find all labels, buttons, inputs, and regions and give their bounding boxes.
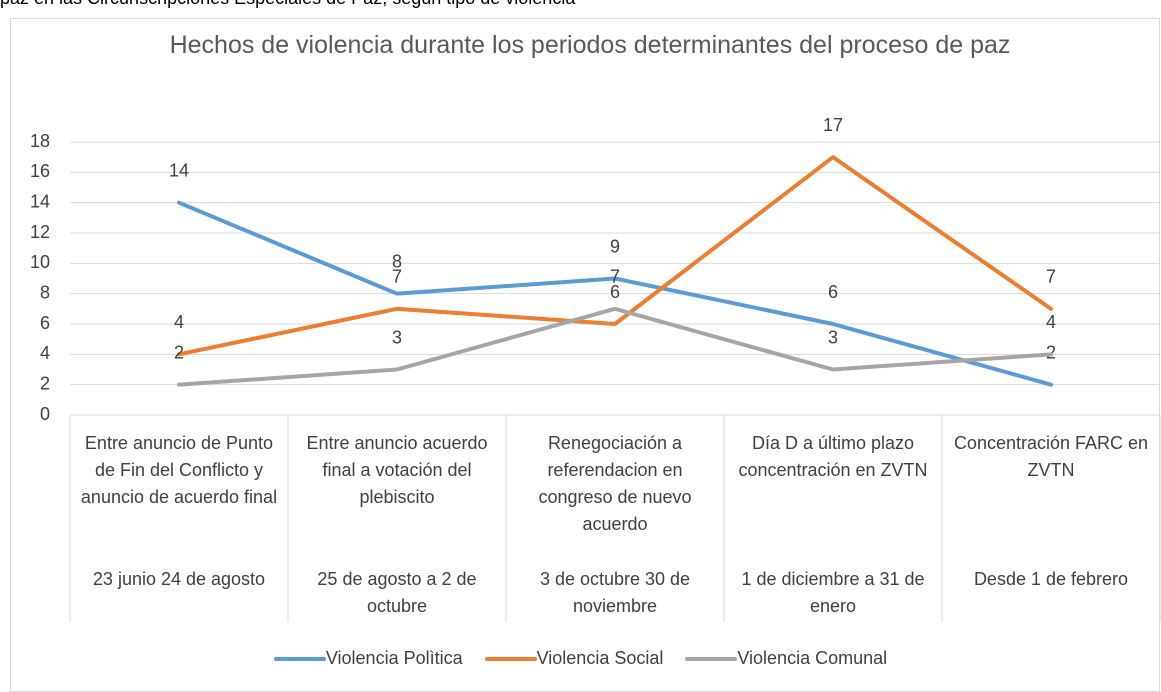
y-tick-label: 6 (40, 313, 50, 333)
x-tick-sublabel: 1 de diciembre a 31 de enero (741, 569, 925, 616)
legend-swatch (685, 656, 738, 661)
legend-item: Violencia Social (484, 648, 664, 669)
y-tick-label: 10 (30, 252, 50, 272)
y-tick-label: 12 (30, 222, 50, 242)
y-tick-label: 14 (30, 191, 50, 211)
data-label: 3 (828, 327, 838, 347)
legend-item: Violencia Polìtica (273, 648, 463, 669)
x-tick-sublabel: 3 de octubre 30 de noviembre (539, 569, 691, 616)
y-tick-label: 0 (40, 404, 50, 424)
x-tick-sublabel: Desde 1 de febrero (973, 569, 1129, 589)
y-tick-label: 8 (40, 282, 50, 302)
data-label: 6 (828, 282, 838, 302)
legend-item: Violencia Comunal (685, 648, 887, 669)
chart-title: Hechos de violencia durante los periodos… (169, 31, 1011, 59)
series-line (177, 306, 1053, 387)
legend-swatch (273, 656, 326, 661)
x-tick-label: Entre anuncio de Punto de Fin del Confli… (80, 433, 278, 507)
x-tick-label: Renegociación a referendacion en congres… (538, 433, 692, 534)
data-label: 7 (392, 267, 402, 287)
legend-label: Violencia Polìtica (325, 648, 463, 668)
data-label: 6 (610, 282, 620, 302)
data-label: 17 (823, 115, 843, 135)
legend-label: Violencia Comunal (737, 648, 888, 668)
series-line (177, 200, 1053, 387)
y-tick-label: 16 (30, 161, 50, 181)
data-label: 8 (392, 251, 402, 271)
data-label: 7 (610, 267, 620, 287)
data-label: 4 (174, 312, 184, 332)
data-label: 4 (1046, 312, 1056, 332)
x-tick-label: Concentración FARC en ZVTN (953, 433, 1149, 480)
y-tick-label: 18 (30, 131, 50, 151)
y-tick-label: 4 (40, 343, 50, 363)
legend-label: Violencia Social (536, 648, 664, 668)
x-tick-sublabel: 25 de agosto a 2 de octubre (317, 569, 477, 616)
x-tick-sublabel: 23 junio 24 de agosto (92, 569, 266, 589)
data-label: 3 (392, 327, 402, 347)
x-tick-label: Día D a último plazo concentración en ZV… (738, 433, 928, 480)
data-label: 2 (174, 342, 184, 362)
y-tick-label: 2 (40, 373, 50, 393)
data-label: 14 (169, 160, 189, 180)
data-label: 7 (1046, 267, 1056, 287)
caption: paz en las Circunscripciones Especiales … (0, 0, 575, 9)
series-line (177, 155, 1053, 357)
legend-swatch (484, 656, 537, 661)
legend: Violencia Polìtica Violencia Social Violen… (0, 648, 1161, 669)
data-label: 9 (610, 236, 620, 256)
x-tick-label: Entre anuncio acuerdo final a votación d… (306, 433, 488, 507)
